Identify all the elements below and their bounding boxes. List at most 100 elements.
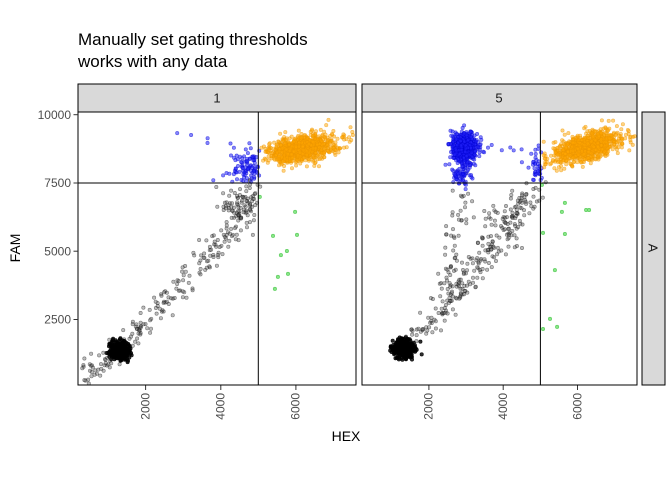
- data-point: [606, 118, 611, 123]
- data-point: [480, 266, 485, 271]
- data-point: [510, 214, 515, 219]
- data-point: [137, 328, 142, 333]
- data-point: [463, 187, 468, 192]
- data-point: [548, 153, 553, 158]
- data-point: [183, 263, 188, 268]
- data-point: [585, 141, 590, 146]
- data-point: [271, 146, 276, 151]
- data-point: [147, 307, 152, 312]
- data-point: [272, 286, 277, 291]
- data-point: [216, 250, 221, 255]
- data-point: [430, 296, 435, 301]
- data-point: [616, 136, 621, 141]
- data-point: [450, 307, 455, 312]
- data-point: [449, 233, 454, 238]
- data-point: [403, 335, 408, 340]
- data-point: [176, 288, 181, 293]
- data-point: [461, 193, 466, 198]
- data-point: [111, 350, 116, 355]
- data-point: [298, 161, 303, 166]
- data-point: [329, 146, 334, 151]
- data-point: [445, 311, 450, 316]
- data-point: [448, 272, 453, 277]
- data-point: [560, 138, 565, 143]
- data-point: [626, 131, 631, 136]
- data-point: [163, 289, 168, 294]
- data-point: [175, 131, 180, 136]
- data-point: [587, 147, 592, 152]
- data-point: [476, 261, 481, 266]
- data-point: [281, 168, 286, 173]
- data-point: [206, 258, 211, 263]
- data-point: [224, 226, 229, 231]
- data-point: [475, 241, 480, 246]
- data-point: [492, 208, 497, 213]
- data-point: [620, 137, 625, 142]
- data-point: [90, 365, 95, 370]
- data-point: [227, 193, 232, 198]
- data-point: [489, 242, 494, 247]
- data-point: [493, 223, 498, 228]
- data-point: [242, 203, 247, 208]
- data-point: [529, 151, 534, 156]
- data-point: [331, 129, 336, 134]
- data-point: [465, 261, 470, 266]
- data-point: [122, 346, 127, 351]
- data-point: [512, 222, 517, 227]
- data-point: [224, 233, 229, 238]
- data-point: [258, 184, 263, 189]
- data-point: [148, 330, 153, 335]
- data-point: [459, 260, 464, 265]
- data-point: [175, 278, 180, 283]
- data-point: [302, 133, 307, 138]
- data-point: [436, 310, 441, 315]
- data-point: [462, 288, 467, 293]
- data-point: [456, 212, 461, 217]
- data-point: [448, 292, 453, 297]
- data-point: [523, 198, 528, 203]
- data-point: [468, 140, 473, 145]
- data-point: [493, 258, 498, 263]
- data-point: [102, 363, 107, 368]
- data-point: [241, 207, 246, 212]
- data-point: [235, 194, 240, 199]
- y-tick-label: 5000: [44, 244, 71, 258]
- data-point: [468, 163, 473, 168]
- data-point: [606, 149, 611, 154]
- data-point: [464, 221, 469, 226]
- data-point: [115, 345, 120, 350]
- data-point: [491, 244, 496, 249]
- data-point: [560, 159, 565, 164]
- data-point: [234, 153, 239, 158]
- data-point: [448, 283, 453, 288]
- data-point: [488, 216, 493, 221]
- data-point: [540, 230, 545, 235]
- data-point: [477, 142, 482, 147]
- data-point: [134, 322, 139, 327]
- data-point: [463, 200, 468, 205]
- data-point: [332, 150, 337, 155]
- data-point: [248, 208, 253, 213]
- data-point: [442, 318, 447, 323]
- data-point: [483, 248, 488, 253]
- data-point: [615, 151, 620, 156]
- data-point: [451, 234, 456, 239]
- data-point: [318, 127, 323, 132]
- data-point: [527, 211, 532, 216]
- data-point: [220, 252, 225, 257]
- data-point: [289, 152, 294, 157]
- data-point: [98, 373, 103, 378]
- data-point: [90, 363, 95, 368]
- data-point: [593, 138, 598, 143]
- data-point: [253, 191, 258, 196]
- data-point: [470, 275, 475, 280]
- data-point: [549, 161, 554, 166]
- data-point: [311, 146, 316, 151]
- data-point: [480, 236, 485, 241]
- data-point: [514, 226, 519, 231]
- data-point: [183, 269, 188, 274]
- data-point: [184, 295, 189, 300]
- data-point: [107, 365, 112, 370]
- data-point: [293, 209, 298, 214]
- data-point: [321, 137, 326, 142]
